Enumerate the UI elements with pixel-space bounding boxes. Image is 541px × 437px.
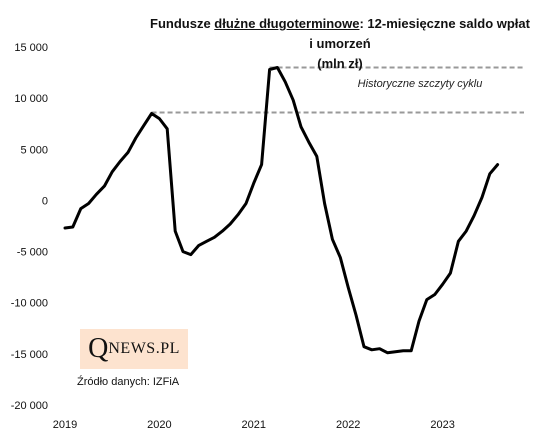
x-tick-label: 2019 <box>53 419 77 431</box>
x-tick-label: 2023 <box>430 419 454 431</box>
y-tick-label: -20 000 <box>11 400 48 412</box>
y-axis: 15 000 10 000 5 000 0 -5 000 -10 000 -15 000 -2… <box>11 42 48 412</box>
x-axis: 2019 2020 2021 2022 2023 <box>53 419 455 431</box>
y-tick-label: 5 000 <box>20 144 48 156</box>
chart-title: Fundusze dłużne długoterminowe: 12-miesi… <box>150 14 530 74</box>
x-tick-label: 2021 <box>242 419 266 431</box>
title-prefix: Fundusze <box>150 16 215 31</box>
reference-lines <box>151 66 524 114</box>
annotations: Historyczne szczyty cyklu <box>358 78 483 90</box>
y-tick-label: -5 000 <box>17 247 48 259</box>
title-suffix: : 12-miesięczne saldo wpłat i umorzeń <box>309 16 530 51</box>
logo-letter-q: Q <box>88 333 109 364</box>
y-tick-label: 0 <box>42 195 48 207</box>
y-tick-label: 15 000 <box>14 42 48 54</box>
y-tick-label: 10 000 <box>14 93 48 105</box>
title-unit: (mln zł) <box>317 56 363 71</box>
series-group <box>63 66 500 355</box>
y-tick-label: -10 000 <box>11 298 48 310</box>
x-tick-label: 2020 <box>147 419 171 431</box>
series-line <box>63 66 500 355</box>
logo-text: NEWS.PL <box>108 340 180 357</box>
source-note: Źródło danych: IZFiA <box>77 376 180 388</box>
qnews-logo: Q NEWS.PL <box>80 329 188 369</box>
x-tick-label: 2022 <box>336 419 360 431</box>
annotation-label: Historyczne szczyty cyklu <box>358 78 483 90</box>
y-tick-label: -15 000 <box>11 349 48 361</box>
title-underlined: dłużne długoterminowe <box>214 16 360 31</box>
